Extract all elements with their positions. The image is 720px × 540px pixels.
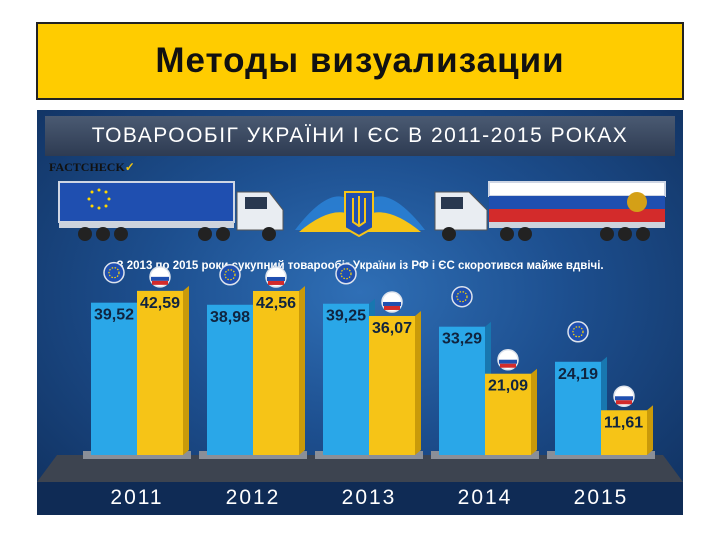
eu-flag-ball-icon [451, 285, 473, 308]
ru-bar [369, 315, 415, 455]
russia-flag-stripe [267, 276, 285, 281]
ru-bar [137, 290, 183, 455]
x-tick-label: 2011 [110, 486, 163, 509]
russia-flag-stripe [384, 305, 400, 310]
banner: ТОВАРООБІГ УКРАЇНИ І ЄС В 2011-2015 РОКА… [45, 116, 675, 156]
trucks-illustration [58, 181, 666, 241]
value-label: 24,19 [558, 366, 598, 383]
value-label: 39,25 [326, 308, 366, 325]
infographic: ТОВАРООБІГ УКРАЇНИ І ЄС В 2011-2015 РОКА… [37, 110, 683, 515]
year-strip [37, 482, 683, 515]
eu-flag-ball-icon [219, 264, 241, 286]
ru-bar [601, 410, 647, 455]
eu-stars [224, 269, 236, 281]
eu-bar [323, 303, 369, 455]
value-label: 38,98 [210, 309, 250, 326]
factcheck-logo: FACTCHECK✓ [49, 160, 135, 175]
ru-bar [485, 373, 531, 455]
russia-truck-icon [434, 181, 666, 241]
russia-flag-stripe [499, 359, 517, 364]
chart-title: ТОВАРООБІГ УКРАЇНИ І ЄС В 2011-2015 РОКА… [91, 124, 629, 147]
bar-chart: 39,52 42,59 2011 38,98 42,56 2012 39,25 36,07 20… [37, 261, 683, 515]
russia-flag-stripe [500, 363, 516, 368]
eu-stars [108, 267, 120, 279]
value-label: 33,29 [442, 331, 482, 348]
slide-title: Методы визуализации [155, 41, 565, 80]
value-label: 42,56 [256, 295, 296, 312]
eu-stars [456, 291, 468, 303]
eu-stars [340, 268, 352, 280]
value-label: 11,61 [604, 414, 643, 431]
russia-flag-stripe [616, 400, 632, 405]
bar-side [531, 368, 537, 455]
x-tick-label: 2014 [458, 486, 513, 509]
eu-bar [207, 304, 253, 455]
eu-flag-ball-icon [103, 261, 125, 284]
russia-flag-stripe [268, 280, 284, 285]
x-tick-label: 2015 [574, 486, 629, 509]
value-label: 42,59 [140, 295, 180, 312]
eu-flag-ball-icon [567, 321, 589, 343]
x-tick-label: 2012 [226, 486, 281, 509]
value-label: 21,09 [488, 378, 528, 395]
ukraine-trident-icon [295, 191, 425, 238]
russia-flag-stripe [615, 396, 633, 401]
chart-floor [37, 455, 683, 482]
eu-truck-icon [58, 181, 284, 241]
bar-side [183, 285, 189, 455]
eu-bar [555, 361, 601, 455]
eu-stars [572, 326, 584, 338]
bar-side [415, 310, 421, 455]
eu-flag-ball-icon [335, 262, 357, 285]
value-label: 36,07 [372, 320, 412, 337]
slide-title-box: Методы визуализации [36, 22, 684, 100]
x-tick-label: 2013 [342, 486, 397, 509]
russia-flag-stripe [383, 301, 401, 306]
eu-bar [439, 326, 485, 455]
russia-flag-stripe [151, 276, 169, 281]
bar-side [299, 285, 305, 455]
bar-side [647, 405, 653, 455]
logo-text: FACTCHECK [49, 160, 125, 174]
value-label: 39,52 [94, 307, 134, 324]
eu-bar [91, 302, 137, 455]
russia-flag-stripe [152, 280, 168, 285]
ru-bar [253, 290, 299, 455]
check-icon: ✓ [124, 160, 135, 174]
